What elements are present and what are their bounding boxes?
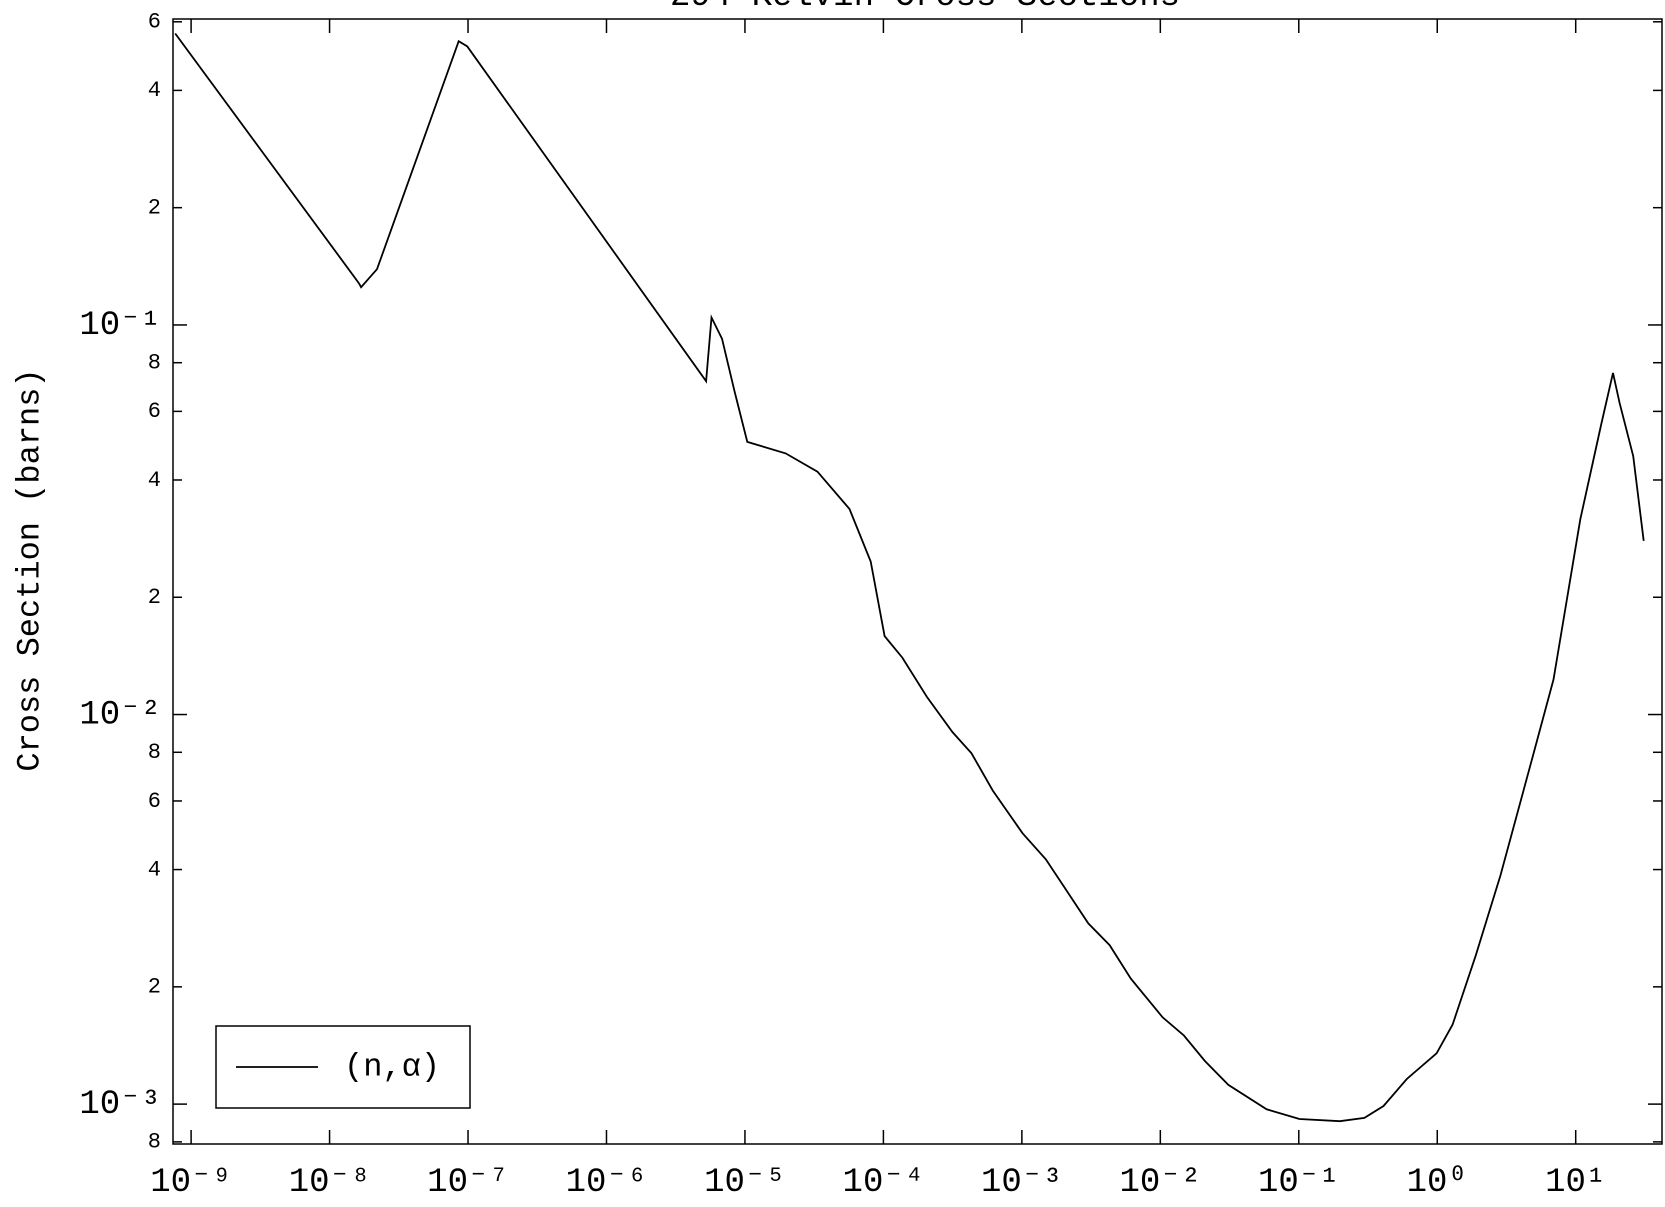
x-tick-label: 10⁻⁴ [843, 1164, 925, 1202]
x-tick-label: 10⁻⁶ [566, 1164, 648, 1202]
y-axis-label: Cross Section (barns) [11, 368, 48, 771]
y-tick-label: 4 [148, 78, 161, 103]
x-tick-label: 10⁻³ [981, 1164, 1063, 1202]
x-tick-label: 10⁻⁷ [427, 1164, 509, 1202]
y-tick-label: 6 [148, 789, 161, 814]
x-tick-label: 10⁻⁹ [150, 1164, 232, 1202]
series-line [174, 32, 1645, 1123]
y-tick-label: 4 [148, 468, 161, 493]
y-tick-label: 10⁻³ [79, 1086, 161, 1124]
x-tick-label: 10⁻⁵ [704, 1164, 786, 1202]
y-tick-label: 10⁻¹ [79, 307, 161, 345]
y-tick-label: 6 [148, 399, 161, 424]
y-tick-label: 8 [148, 740, 161, 765]
y-tick-label: 2 [148, 195, 161, 220]
y-tick-label: 4 [148, 857, 161, 882]
y-tick-label: 8 [148, 1130, 161, 1155]
chart-title: 294 Kelvin Cross Sections [670, 0, 1180, 16]
x-tick-label: 10⁰ [1407, 1164, 1468, 1202]
x-tick-label: 10¹ [1545, 1164, 1606, 1202]
x-tick-label: 10⁻⁸ [289, 1164, 371, 1202]
y-tick-label: 2 [148, 975, 161, 1000]
x-tick-label: 10⁻¹ [1258, 1164, 1340, 1202]
y-tick-label: 10⁻² [79, 697, 161, 735]
y-tick-label: 6 [148, 10, 161, 35]
y-tick-label: 2 [148, 585, 161, 610]
y-tick-label: 8 [148, 351, 161, 376]
legend-label: (n,α) [344, 1048, 440, 1085]
plot-frame [172, 18, 1663, 1145]
x-tick-label: 10⁻² [1119, 1164, 1201, 1202]
